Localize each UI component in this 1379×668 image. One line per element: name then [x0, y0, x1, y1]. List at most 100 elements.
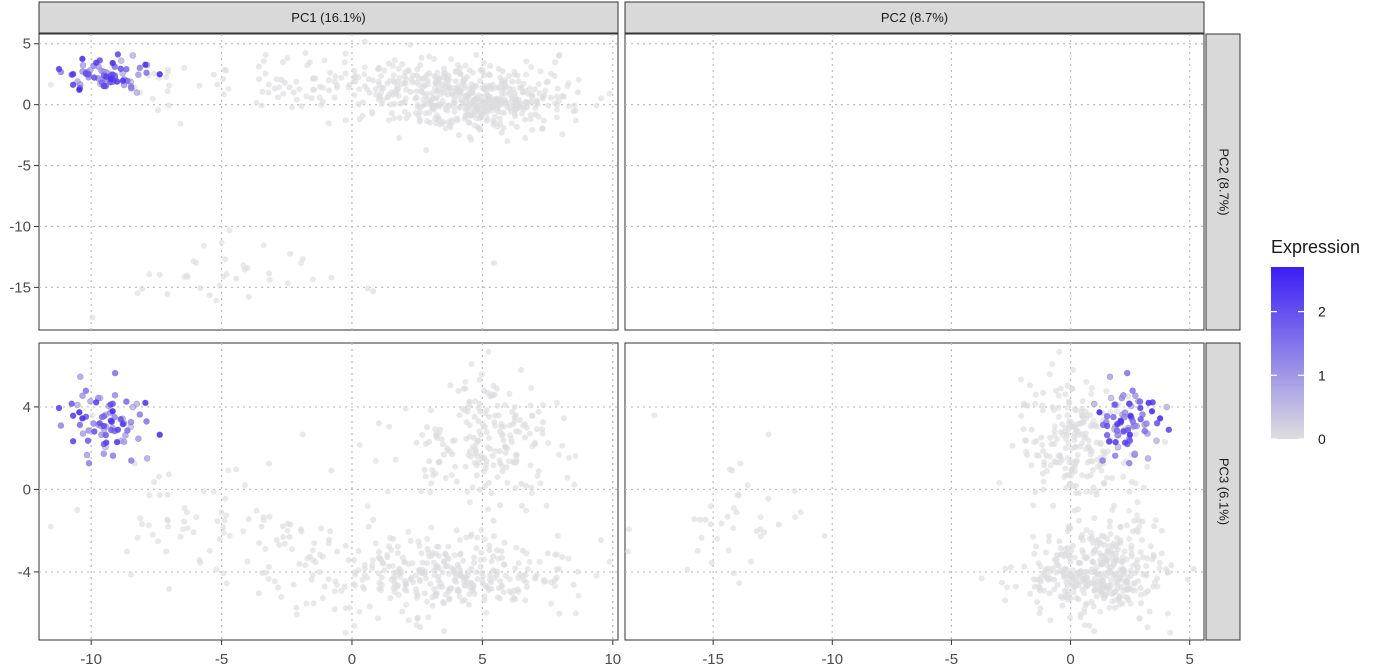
data-point	[506, 588, 513, 595]
axis-ticks: 5 0 -5 -10 -15 4 0 -4 -10 -5 0 5 10 -15 -10 -5 0 5	[9, 36, 1194, 668]
data-point	[417, 116, 424, 123]
data-point	[1120, 428, 1127, 435]
data-point	[540, 402, 546, 409]
data-point	[543, 502, 550, 509]
data-point	[691, 516, 698, 523]
data-point	[433, 543, 440, 550]
data-point	[260, 517, 267, 524]
data-point	[493, 572, 500, 579]
data-point	[113, 438, 121, 446]
data-point	[309, 276, 316, 283]
data-point	[422, 473, 429, 480]
data-point	[412, 586, 419, 593]
data-point	[1031, 583, 1038, 590]
data-point	[433, 550, 440, 557]
data-point	[218, 509, 225, 516]
data-point	[103, 439, 110, 446]
data-point	[519, 110, 525, 117]
data-point	[1068, 445, 1075, 452]
data-point	[1101, 557, 1108, 564]
data-point	[164, 291, 171, 298]
data-point	[119, 77, 127, 85]
data-point	[360, 583, 366, 590]
data-point	[213, 566, 220, 573]
data-point	[390, 115, 397, 122]
data-point	[1051, 428, 1058, 435]
data-point	[355, 101, 362, 108]
data-point	[552, 59, 559, 66]
data-point	[509, 78, 516, 85]
data-point	[1121, 439, 1129, 446]
data-point	[1122, 586, 1129, 593]
data-point	[266, 270, 272, 277]
data-point	[381, 567, 388, 574]
data-point	[77, 373, 84, 381]
data-point	[1002, 597, 1009, 604]
data-point	[76, 86, 83, 94]
data-point	[155, 538, 161, 545]
data-point	[509, 408, 516, 415]
data-point	[598, 537, 604, 544]
data-point	[1064, 382, 1071, 389]
data-point	[1065, 592, 1072, 598]
data-point	[135, 71, 142, 79]
data-point	[193, 514, 200, 521]
data-point	[164, 69, 171, 76]
y-tick-label: -4	[18, 564, 31, 581]
data-point	[1117, 539, 1124, 546]
data-point	[156, 473, 162, 480]
data-point	[1071, 554, 1078, 561]
data-point	[226, 532, 233, 539]
x-tick-label: 5	[1186, 651, 1194, 668]
data-point	[445, 102, 452, 109]
data-point	[481, 597, 488, 603]
data-point	[302, 562, 309, 569]
data-point	[1030, 502, 1037, 509]
data-point	[424, 100, 430, 107]
data-point	[410, 72, 417, 79]
data-point	[462, 113, 469, 120]
strip-label-row-1: PC2 (8.7%)	[1217, 148, 1232, 215]
data-point	[1126, 400, 1133, 408]
data-point	[127, 418, 135, 426]
data-point	[449, 451, 456, 458]
data-point	[625, 526, 632, 533]
panel-backgrounds	[38, 33, 1205, 641]
data-point	[1053, 552, 1060, 559]
data-point	[386, 543, 392, 550]
data-point	[1099, 457, 1106, 464]
data-point	[298, 103, 305, 110]
y-tick-label: 5	[23, 36, 31, 53]
data-point	[424, 546, 431, 553]
data-point	[1076, 569, 1083, 576]
data-point	[369, 565, 376, 572]
data-point	[419, 559, 426, 566]
data-point	[84, 437, 92, 445]
data-point	[200, 488, 207, 494]
data-point	[481, 99, 488, 106]
data-point	[431, 559, 437, 566]
data-point	[441, 65, 447, 72]
data-point	[436, 85, 442, 92]
data-point	[1081, 434, 1088, 441]
data-point	[388, 110, 395, 116]
data-point	[55, 65, 63, 73]
data-point	[402, 69, 409, 76]
data-point	[572, 117, 579, 124]
data-point	[385, 563, 392, 570]
data-point	[467, 533, 474, 540]
data-point	[303, 93, 310, 100]
data-point	[370, 288, 377, 295]
data-point	[390, 535, 396, 542]
data-point	[542, 87, 549, 94]
data-point	[1119, 554, 1126, 561]
data-point	[598, 95, 604, 102]
data-point	[606, 558, 613, 565]
data-point	[1064, 454, 1071, 461]
data-point	[1047, 434, 1054, 441]
data-point	[1024, 452, 1031, 459]
y-tick-label: 0	[23, 97, 31, 114]
data-point	[1134, 557, 1141, 564]
data-point	[1067, 614, 1074, 621]
data-point	[489, 118, 496, 124]
